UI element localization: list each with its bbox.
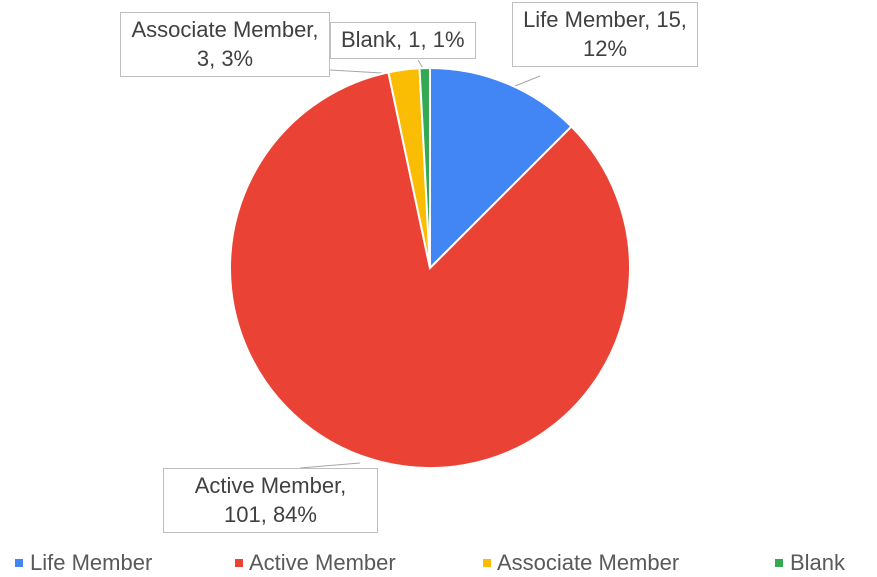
legend-label: Blank [790,550,846,575]
legend-swatch [483,559,491,567]
leader-line [514,75,541,87]
pie-slice [229,71,631,469]
pie-slice [429,66,573,271]
data-label: Blank, 1, 1% [330,22,476,59]
data-label: Active Member, 101, 84% [163,468,378,534]
data-label: Life Member, 15, 12% [512,2,698,68]
legend-label: Associate Member [497,550,680,575]
legend-label: Life Member [30,550,153,575]
legend-swatch [15,559,23,567]
data-label: Associate Member, 3, 3% [120,12,330,78]
legend-swatch [235,559,243,567]
legend-swatch [775,559,783,567]
pie-slice [418,66,431,269]
legend-label: Active Member [249,550,396,575]
leader-line [299,462,361,469]
